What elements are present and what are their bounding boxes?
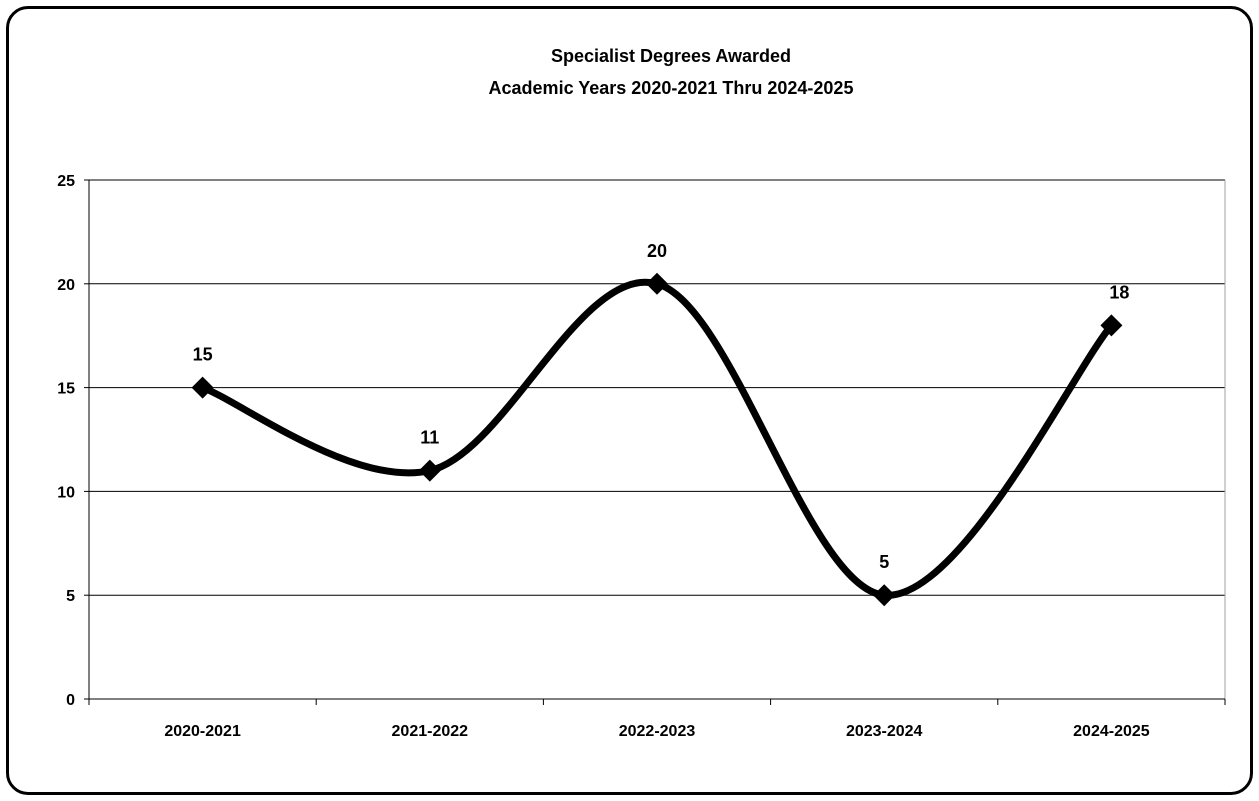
axes (84, 179, 1226, 705)
x-tick-label: 2020-2021 (164, 723, 241, 740)
y-tick-label-20: 20 (57, 277, 75, 294)
y-tick-label-0: 0 (66, 692, 75, 709)
series-line-group (199, 278, 1115, 599)
y-tick-label-10: 10 (57, 484, 75, 501)
x-tick-label: 2024-2025 (1073, 723, 1150, 740)
data-label: 15 (193, 345, 213, 365)
data-label: 18 (1109, 282, 1129, 302)
data-labels: 15 11 20 5 18 (193, 241, 1130, 572)
x-tick-label: 2021-2022 (392, 723, 469, 740)
data-point-marker (873, 584, 896, 607)
chart-title: Specialist Degrees Awarded (551, 46, 791, 66)
data-point-marker (191, 376, 214, 399)
data-point-marker (1100, 314, 1123, 337)
data-label: 5 (879, 552, 889, 572)
x-tick-label: 2022-2023 (619, 723, 696, 740)
y-axis-tick-labels: 0 5 10 15 20 25 (57, 173, 75, 709)
data-point-marker (646, 272, 668, 295)
chart-frame (6, 6, 1253, 795)
x-axis-tick-labels: 2020-2021 2021-2022 2022-2023 2023-2024 2024… (164, 723, 1149, 740)
data-markers (191, 272, 1123, 607)
series-line (199, 278, 1115, 599)
gridlines (89, 179, 1225, 596)
x-tick-label: 2023-2024 (846, 723, 923, 740)
y-tick-label-15: 15 (57, 381, 75, 398)
chart-subtitle: Academic Years 2020-2021 Thru 2024-2025 (489, 78, 854, 98)
data-point-marker (418, 459, 441, 482)
data-label: 11 (420, 428, 439, 448)
y-tick-label-25: 25 (57, 173, 75, 190)
y-tick-label-5: 5 (66, 588, 75, 605)
data-label: 20 (647, 241, 667, 261)
